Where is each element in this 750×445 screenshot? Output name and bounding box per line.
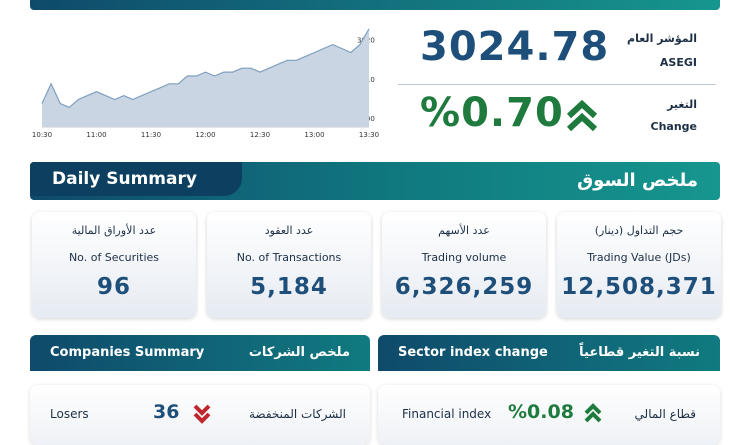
card-value: 96 — [96, 274, 131, 300]
index-label-ar: المؤشر العام — [627, 32, 697, 45]
card-label-ar: عدد الأسهم — [438, 224, 490, 237]
sectors-title-ar: نسبة التغير قطاعياً — [579, 345, 700, 360]
daily-summary-banner: Daily Summary ملخص السوق — [30, 162, 720, 200]
index-label-en: ASEGI — [659, 56, 697, 69]
row-label-ar: الشركات المنخفضة — [248, 407, 346, 421]
daily-summary-title-ar: ملخص السوق — [577, 170, 698, 191]
x-tick-label: 11:00 — [86, 131, 106, 139]
sectors-header: Sector index change نسبة التغير قطاعياً — [378, 335, 720, 371]
x-tick-label: 10:30 — [32, 131, 52, 139]
index-chart: 30003010302010:3011:0011:3012:0012:3013:… — [32, 28, 379, 139]
financial-row: Financial index %0.08 قطاع المالي — [378, 385, 720, 445]
area — [42, 28, 369, 127]
card-value: 6,326,259 — [394, 274, 534, 300]
x-tick-label: 13:30 — [359, 131, 379, 139]
row-label-ar: قطاع المالي — [634, 407, 696, 421]
page: 30003010302010:3011:0011:3012:0012:3013:… — [30, 0, 721, 445]
companies-title-en: Companies Summary — [50, 345, 205, 360]
row-label-en: Financial index — [402, 407, 492, 421]
change-label-en: Change — [650, 120, 698, 133]
card-label-ar: عدد العقود — [264, 224, 314, 237]
companies-title-ar: ملخص الشركات — [248, 345, 350, 360]
sectors-panel: Sector index change نسبة التغير قطاعياً … — [378, 335, 720, 445]
index-panel: 3024.78 المؤشر العام ASEGI — [395, 20, 715, 80]
summary-card: عدد الأسهم Trading volume 6,326,259 — [382, 212, 546, 318]
losers-row: Losers 36 الشركات المنخفضة — [30, 385, 370, 445]
row-label-en: Losers — [50, 407, 89, 421]
x-tick-label: 11:30 — [141, 131, 161, 139]
x-tick-label: 13:00 — [304, 131, 324, 139]
divider — [398, 84, 716, 85]
companies-panel: Companies Summary ملخص الشركات Losers 36… — [30, 335, 370, 445]
x-tick-label: 12:00 — [195, 131, 215, 139]
x-tick-label: 12:30 — [250, 131, 270, 139]
down-icon — [193, 404, 211, 424]
card-value: 12,508,371 — [561, 274, 717, 300]
up-icon — [584, 403, 602, 423]
card-label-en: Trading volume — [421, 251, 507, 264]
companies-header: Companies Summary ملخص الشركات — [30, 335, 370, 371]
card-label-en: Trading Value (JDs) — [587, 251, 691, 264]
card-label-ar: عدد الأوراق المالية — [71, 224, 157, 237]
sectors-title-en: Sector index change — [398, 345, 548, 360]
up-icon — [566, 99, 598, 132]
card-label-en: No. of Transactions — [236, 251, 342, 264]
top-banner — [30, 0, 720, 10]
summary-card: عدد الأوراق المالية No. of Securities 96 — [32, 212, 196, 318]
card-label-ar: حجم التداول (دينار) — [594, 224, 684, 237]
change-panel: %0.70 التغير Change — [395, 88, 715, 148]
card-label-en: No. of Securities — [68, 251, 160, 264]
change-value: %0.70 — [420, 90, 564, 136]
index-value: 3024.78 — [420, 24, 610, 70]
row-value: %0.08 — [508, 401, 574, 423]
card-value: 5,184 — [250, 274, 328, 300]
row-value: 36 — [153, 401, 180, 423]
line — [41, 28, 370, 109]
change-label-ar: التغير — [667, 98, 697, 111]
summary-card: عدد العقود No. of Transactions 5,184 — [207, 212, 371, 318]
summary-card: حجم التداول (دينار) Trading Value (JDs) 12… — [557, 212, 721, 318]
daily-summary-title-en: Daily Summary — [30, 162, 242, 196]
